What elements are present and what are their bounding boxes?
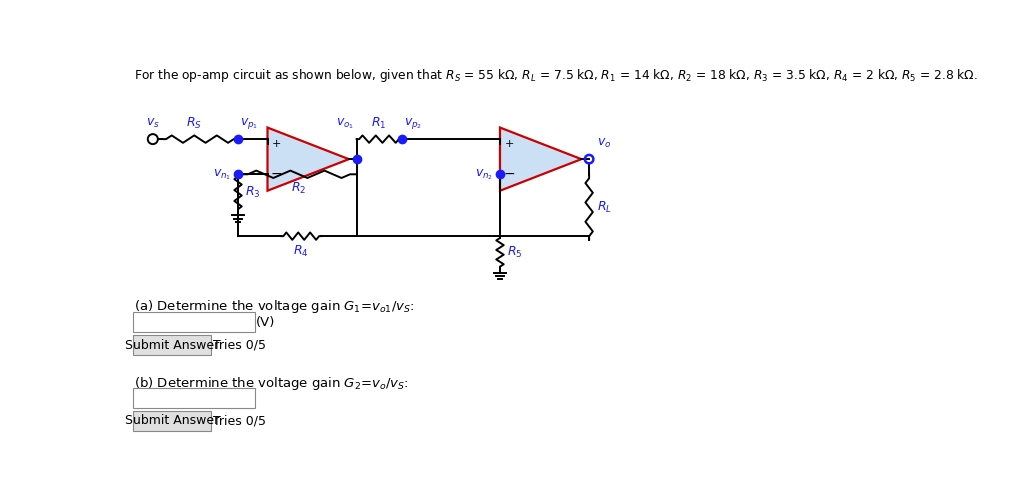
Text: $R_1$: $R_1$ bbox=[372, 116, 387, 131]
FancyBboxPatch shape bbox=[133, 312, 255, 333]
Text: (b) Determine the voltage gain $G_2$=$v_o$/$v_S$:: (b) Determine the voltage gain $G_2$=$v_… bbox=[134, 375, 409, 392]
Text: $R_2$: $R_2$ bbox=[291, 181, 306, 195]
Text: $v_{p_1}$: $v_{p_1}$ bbox=[241, 117, 259, 131]
Text: (V): (V) bbox=[256, 316, 275, 329]
Text: Submit Answer: Submit Answer bbox=[125, 414, 219, 428]
FancyBboxPatch shape bbox=[133, 336, 211, 356]
Polygon shape bbox=[267, 127, 349, 191]
Text: $v_{p_2}$: $v_{p_2}$ bbox=[403, 117, 422, 131]
Text: $v_o$: $v_o$ bbox=[597, 137, 611, 150]
Text: (a) Determine the voltage gain $G_1$=$v_{o1}$/$v_S$:: (a) Determine the voltage gain $G_1$=$v_… bbox=[134, 298, 415, 315]
Text: $R_3$: $R_3$ bbox=[245, 185, 260, 200]
Text: −: − bbox=[271, 167, 283, 181]
Text: +: + bbox=[505, 139, 514, 149]
Text: −: − bbox=[504, 167, 515, 181]
FancyBboxPatch shape bbox=[133, 411, 211, 431]
Text: $v_{n_1}$: $v_{n_1}$ bbox=[213, 167, 231, 182]
Text: Tries 0/5: Tries 0/5 bbox=[213, 339, 266, 352]
Polygon shape bbox=[500, 127, 582, 191]
Text: Tries 0/5: Tries 0/5 bbox=[213, 414, 266, 428]
Text: $v_{o_1}$: $v_{o_1}$ bbox=[336, 117, 354, 131]
Text: $R_S$: $R_S$ bbox=[186, 116, 202, 131]
Text: $R_L$: $R_L$ bbox=[597, 200, 612, 215]
Text: $v_s$: $v_s$ bbox=[145, 117, 160, 130]
Text: $R_4$: $R_4$ bbox=[294, 244, 309, 259]
Text: Submit Answer: Submit Answer bbox=[125, 339, 219, 352]
Text: $v_{n_2}$: $v_{n_2}$ bbox=[475, 167, 493, 182]
Text: $R_5$: $R_5$ bbox=[507, 245, 522, 260]
Text: +: + bbox=[272, 139, 282, 149]
FancyBboxPatch shape bbox=[133, 388, 255, 408]
Text: For the op-amp circuit as shown below, given that $R_S$ = 55 k$\Omega$, $R_L$ = : For the op-amp circuit as shown below, g… bbox=[134, 67, 978, 84]
